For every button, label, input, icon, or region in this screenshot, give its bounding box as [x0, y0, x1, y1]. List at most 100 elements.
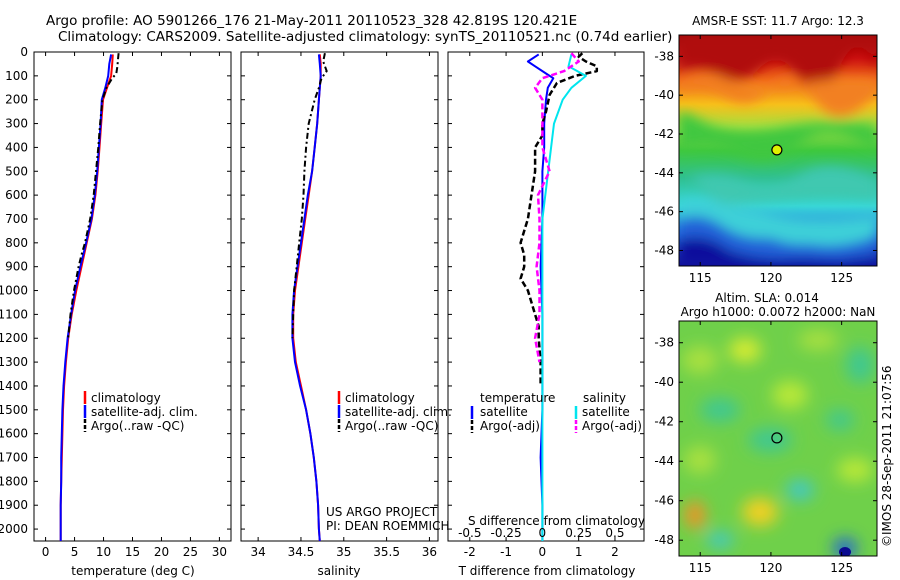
map-y-tick-label: -48 — [654, 243, 674, 257]
x-tick-label: 36 — [422, 545, 437, 559]
depth-tick-label: 1700 — [0, 451, 28, 465]
top-x-tick-label: 0 — [539, 526, 547, 540]
pi-credit: PI: DEAN ROEMMICH — [326, 519, 449, 533]
x-tick-label: 35 — [336, 545, 351, 559]
depth-tick-label: 1800 — [0, 474, 28, 488]
map-x-tick-label: 115 — [689, 561, 712, 575]
depth-axis: 0 100 200 300 400 500 600 700 800 900 1000 1100 1200… — [0, 45, 644, 536]
salinity-plot: 34 34.5 35 35.5 36 — [250, 52, 437, 559]
top-x-tick-label: -0.5 — [458, 526, 481, 540]
map-y-tick-label: -46 — [654, 494, 674, 508]
x-tick-label: 0 — [42, 545, 50, 559]
map-y-tick-label: -42 — [654, 415, 674, 429]
x-tick-label: 34.5 — [288, 545, 315, 559]
map-x-tick-label: 125 — [830, 561, 853, 575]
temperature-legend: climatology satellite-adj. clim. Argo(..… — [83, 391, 198, 433]
s-difference-label: S difference from climatology — [468, 514, 645, 528]
depth-tick-label: 1000 — [0, 284, 28, 298]
map-x-tick-label: 115 — [689, 271, 712, 285]
top-x-tick-label: 0.25 — [565, 526, 592, 540]
x-tick-label: 20 — [154, 545, 169, 559]
sla-map-frame — [678, 320, 878, 557]
map-y-tick-label: -40 — [654, 375, 674, 389]
depth-tick-label: 1900 — [0, 498, 28, 512]
map-x-tick-label: 125 — [830, 271, 853, 285]
depth-tick-label: 300 — [5, 117, 28, 131]
x-tick-label: 15 — [125, 545, 140, 559]
depth-tick-label: 100 — [5, 69, 28, 83]
sst-map-frame — [678, 34, 878, 267]
series-s-satellite — [541, 54, 587, 541]
depth-tick-label: 400 — [5, 140, 28, 154]
depth-tick-label: 1600 — [0, 427, 28, 441]
series-argo-raw-qc — [291, 52, 328, 339]
sla-map-subtitle: Argo h1000: 0.0072 h2000: NaN — [681, 305, 876, 319]
x-tick-label: 2 — [611, 545, 619, 559]
map-y-tick-label: -38 — [654, 49, 674, 63]
legend-climatology: climatology — [91, 391, 161, 405]
legend-t-satellite: satellite — [480, 405, 528, 419]
sla-heatmap — [679, 321, 877, 556]
map-x-tick-label: 120 — [759, 271, 782, 285]
depth-tick-label: 600 — [5, 188, 28, 202]
copyright-timestamp: ©IMOS 28-Sep-2011 21:07:56 — [880, 365, 894, 547]
argo-position-marker — [771, 432, 783, 444]
legend-s-satellite: satellite — [582, 405, 630, 419]
top-x-tick-label: -0.25 — [491, 526, 522, 540]
depth-tick-label: 500 — [5, 164, 28, 178]
difference-legend: temperature salinity satellite Argo(-adj… — [468, 391, 645, 528]
sla-map-title: Altim. SLA: 0.014 — [715, 291, 819, 305]
legend-argo: Argo(..raw -QC) — [91, 419, 184, 433]
difference-plot: -2 -1 0 1 2 -0.5 -0.25 0 0.25 0.5 — [458, 52, 625, 559]
title-line-2: Climatology: CARS2009. Satellite-adjuste… — [58, 29, 673, 45]
map-x-tick-label: 120 — [759, 561, 782, 575]
legend-s-argo: Argo(-adj) — [582, 419, 642, 433]
map-y-tick-label: -48 — [654, 533, 674, 547]
temperature-xlabel: temperature (deg C) — [71, 564, 194, 578]
x-tick-label: 5 — [71, 545, 79, 559]
map-y-tick-label: -44 — [654, 454, 674, 468]
series-s-argo-adj — [533, 52, 580, 363]
map-y-tick-label: -44 — [654, 166, 674, 180]
series-t-satellite — [526, 53, 555, 541]
temperature-plot: 0 5 10 15 20 25 30 — [42, 52, 227, 559]
depth-tick-label: 800 — [5, 236, 28, 250]
project-credit: US ARGO PROJECT — [326, 505, 438, 519]
depth-tick-label: 2000 — [0, 522, 28, 536]
depth-tick-label: 900 — [5, 260, 28, 274]
salinity-legend: climatology satellite-adj. clim. Argo(..… — [326, 391, 452, 533]
depth-tick-label: 700 — [5, 212, 28, 226]
series-satellite-adj-clim — [291, 54, 322, 542]
x-tick-label: -1 — [500, 545, 512, 559]
series-satellite-adj-clim — [59, 54, 113, 541]
sst-map-title: AMSR-E SST: 11.7 Argo: 12.3 — [692, 14, 864, 28]
series-climatology — [59, 54, 114, 541]
x-tick-label: 0 — [539, 545, 547, 559]
depth-tick-label: 1100 — [0, 307, 28, 321]
title-line-1: Argo profile: AO 5901266_176 21-May-2011… — [46, 13, 578, 29]
x-tick-label: 34 — [250, 545, 265, 559]
map-y-tick-label: -38 — [654, 336, 674, 350]
salinity-plot-frame — [240, 51, 439, 542]
depth-tick-label: 1200 — [0, 331, 28, 345]
depth-tick-label: 1300 — [0, 355, 28, 369]
depth-tick-label: 1400 — [0, 379, 28, 393]
legend-climatology: climatology — [345, 391, 415, 405]
legend-satellite: satellite-adj. clim. — [345, 405, 452, 419]
depth-tick-label: 200 — [5, 93, 28, 107]
temperature-plot-frame — [33, 51, 232, 542]
x-tick-label: 25 — [183, 545, 198, 559]
legend-satellite: satellite-adj. clim. — [91, 405, 198, 419]
sst-map-axes: 115 120 125 -38 -40 -42 -44 -46 -48 — [654, 35, 877, 285]
legend-header-salinity: salinity — [583, 391, 626, 405]
legend-argo: Argo(..raw -QC) — [345, 419, 438, 433]
t-difference-xlabel: T difference from climatology — [458, 564, 636, 578]
legend-header-temperature: temperature — [480, 391, 555, 405]
x-tick-label: 10 — [96, 545, 111, 559]
salinity-xlabel: salinity — [317, 564, 360, 578]
series-t-argo-adj — [519, 52, 599, 386]
x-tick-label: 1 — [575, 545, 583, 559]
series-argo-raw-qc — [67, 53, 120, 339]
map-y-tick-label: -42 — [654, 127, 674, 141]
